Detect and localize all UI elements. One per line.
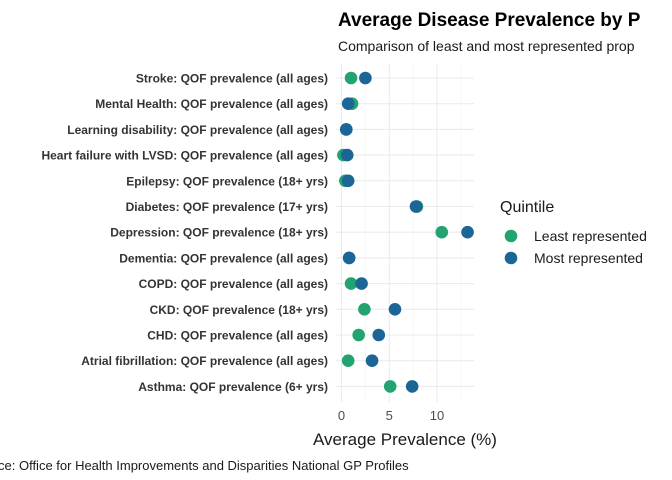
category-label: Learning disability: QOF prevalence (all… (67, 123, 328, 137)
chart-caption: ce: Office for Health Improvements and D… (0, 458, 409, 473)
category-label: Depression: QOF prevalence (18+ yrs) (110, 226, 328, 240)
data-point-most (365, 354, 379, 368)
category-label: Dementia: QOF prevalence (all ages) (119, 251, 328, 265)
legend-key-most (504, 251, 518, 265)
data-point-most (409, 200, 423, 213)
data-point-least (344, 71, 358, 85)
category-label: Heart failure with LVSD: QOF prevalence … (41, 149, 328, 163)
legend-key-least (504, 229, 518, 243)
chart-title: Average Disease Prevalence by P (338, 10, 641, 31)
data-point-most (339, 123, 353, 136)
data-point-least (344, 277, 358, 290)
data-point-most (340, 148, 354, 162)
legend: Quintile Least represented Most represent… (500, 199, 647, 266)
category-label: Mental Health: QOF prevalence (all ages) (95, 97, 328, 111)
category-label: Atrial fibrillation: QOF prevalence (all… (81, 354, 328, 368)
category-label: Epilepsy: QOF prevalence (18+ yrs) (126, 174, 328, 188)
legend-label: Most represented (534, 250, 643, 266)
data-point-most (372, 328, 386, 342)
data-point-least (383, 380, 397, 393)
data-point-least (435, 225, 449, 239)
data-point-most (359, 71, 372, 85)
x-axis-title: Average Prevalence (%) (313, 430, 497, 449)
legend-label: Least represented (534, 228, 647, 244)
x-tick-label: 10 (430, 408, 444, 423)
category-label: Stroke: QOF prevalence (all ages) (136, 72, 328, 86)
category-label: COPD: QOF prevalence (all ages) (139, 277, 328, 291)
data-point-most (342, 251, 356, 265)
category-label: CKD: QOF prevalence (18+ yrs) (150, 303, 328, 317)
data-point-most (341, 174, 355, 188)
category-label: CHD: QOF prevalence (all ages) (147, 329, 328, 343)
chart-subtitle: Comparison of least and most represented… (338, 38, 635, 54)
data-point-most (388, 303, 402, 316)
plot-area: 0 5 10 Stroke: QOF prevalence (all ages) Men… (41, 64, 474, 423)
data-point-most (461, 225, 474, 239)
data-point-least (358, 303, 371, 316)
data-point-least (341, 354, 355, 368)
data-point-most (405, 380, 419, 393)
data-point-least (352, 328, 365, 342)
x-tick-label: 5 (386, 408, 393, 423)
category-label: Diabetes: QOF prevalence (17+ yrs) (126, 200, 328, 214)
x-tick-label: 0 (338, 408, 345, 423)
category-label: Asthma: QOF prevalence (6+ yrs) (138, 380, 328, 394)
data-point-most (355, 277, 368, 290)
legend-title: Quintile (500, 199, 554, 216)
data-point-most (341, 97, 355, 110)
